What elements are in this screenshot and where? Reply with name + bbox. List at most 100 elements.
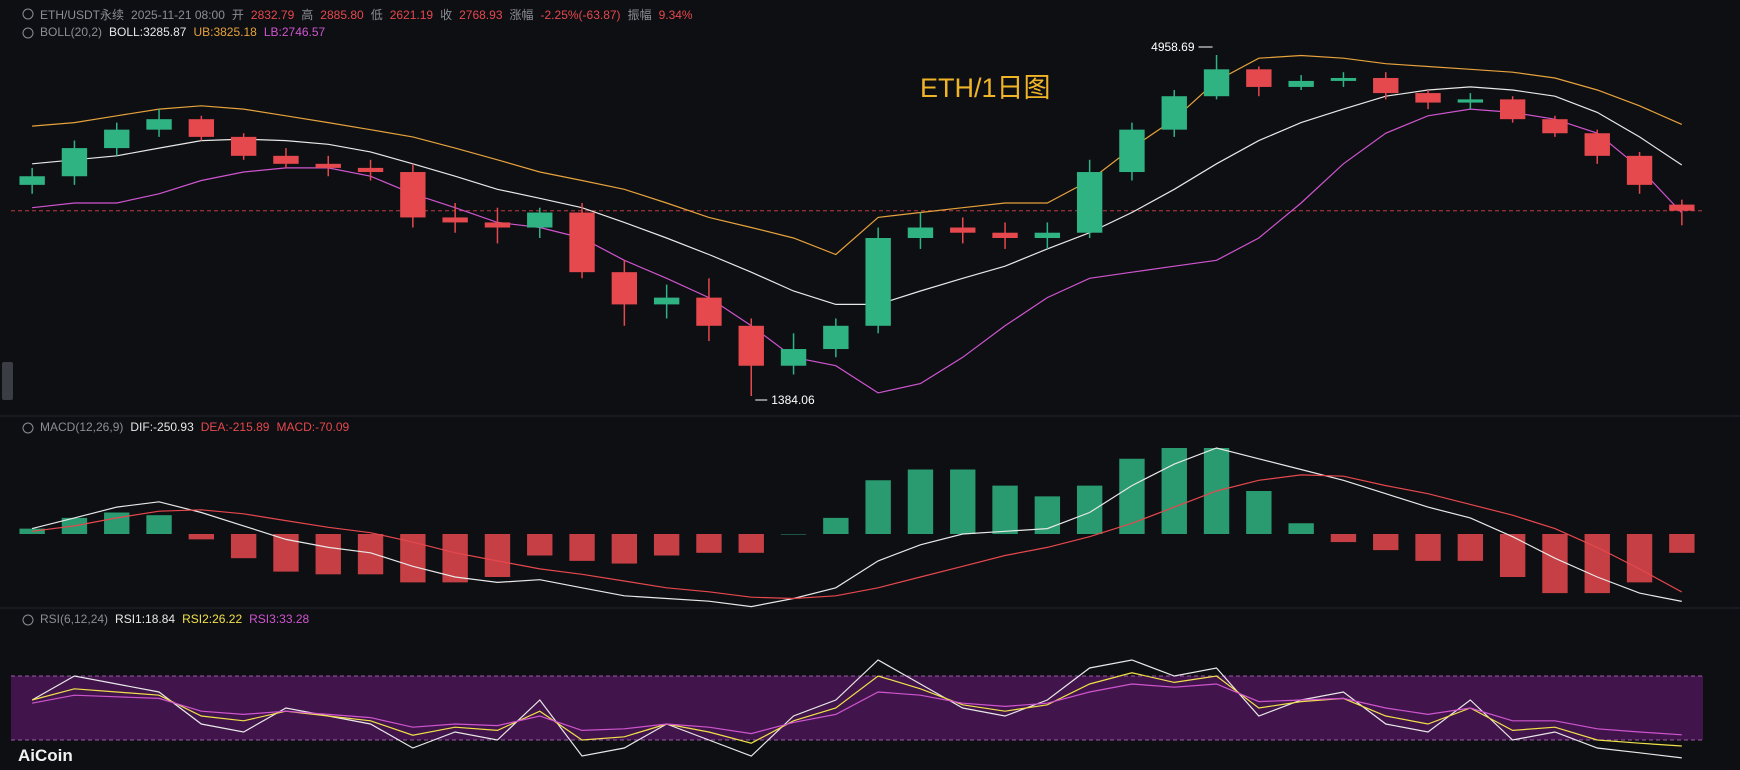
boll-legend: BOLL(20,2) BOLL:3285.87 UB:3825.18 LB:27… [40,25,325,39]
side-toggle[interactable] [2,362,13,400]
candle-body [1542,119,1568,134]
candle-body [1669,204,1695,211]
indicator-name: RSI(6,12,24) [40,612,109,626]
candle-body [357,167,384,173]
marks: 4958.69 1384.06 [11,40,1703,759]
histogram-bar [780,534,807,535]
candle-body [1499,99,1526,120]
histogram-bar [188,534,215,540]
legend-entry: MACD:-70.09 [276,420,350,434]
histogram-bar [400,534,426,583]
candle-body [992,232,1018,239]
candle-body [1161,96,1187,130]
candle-body [61,148,88,177]
candle-body [611,272,638,305]
open-label: 开 [231,8,244,22]
candle-body [104,129,130,149]
candle-body [1373,77,1399,94]
indicator-line [31,447,1682,608]
indicator-line [32,108,1683,394]
candle-body [188,119,215,137]
amplitude-value: 9.34% [658,7,693,22]
histogram-bar [1626,534,1653,583]
candle-body [696,297,722,326]
histogram-bar [1373,534,1399,551]
histogram-bar [1119,458,1145,534]
histogram-bar [823,517,849,534]
histogram-bar [357,534,384,575]
candle-body [907,227,934,239]
histogram-bar [696,534,722,553]
indicator-name: MACD(12,26,9) [40,420,124,434]
rsi-band [11,676,1703,740]
histogram-bar [653,534,680,556]
histogram-bar [1034,496,1061,534]
legend-entry: BOLL:3285.87 [109,25,187,39]
candle-body [865,238,891,326]
histogram-bar [1669,534,1695,553]
histogram-bar [1161,448,1187,534]
candle-body [146,119,172,130]
histogram-bar [273,534,299,572]
histogram-bar [1415,534,1441,561]
candle-body [780,349,807,366]
histogram-bar [1330,534,1357,543]
candle-body [738,325,764,366]
rsi-legend: RSI(6,12,24) RSI1:18.84 RSI2:26.22 RSI3:… [40,612,309,626]
amplitude-label: 振幅 [627,8,652,22]
macd-legend: MACD(12,26,9) DIF:-250.93 DEA:-215.89 MA… [40,420,349,434]
indicator-line [31,659,1682,759]
legend-entry: LB:2746.57 [263,25,326,39]
histogram-bar [1246,491,1272,534]
candle-body [569,212,595,273]
settings-icon[interactable] [22,422,34,434]
histogram-bar [738,534,764,553]
header: ETH/USDT永续 2025-11-21 08:00 开 2832.79 高 … [40,6,693,23]
candle-body [1584,133,1610,156]
time: 2025-11-21 08:00 [131,7,225,22]
candle-body [527,212,553,228]
legend-entry: DEA:-215.89 [200,420,270,434]
legend-entry: RSI2:26.22 [182,612,243,626]
min-label: 1384.06 [771,393,815,407]
low-value: 2621.19 [389,7,434,22]
candle-body [484,222,511,228]
histogram-bar [1499,534,1526,577]
candle-body [1034,232,1061,239]
histogram-bar [1542,534,1568,594]
change-label: 涨幅 [509,8,534,22]
high-label: 高 [301,8,314,22]
candle-body [1626,155,1653,185]
indicator-line [31,672,1682,747]
histogram-bar [569,534,595,561]
candle-body [1457,99,1484,103]
close-value: 2768.93 [459,7,503,22]
symbol: ETH/USDT永续 [40,8,125,22]
histogram-bar [315,534,341,575]
symbol-icon [22,8,34,20]
histogram-bar [611,534,638,564]
candle-body [1288,80,1314,87]
change-value: -2.25%(-63.87) [540,7,621,22]
histogram-bar [950,469,976,534]
indicator-line [32,86,1683,305]
legend-entry: UB:3825.18 [193,25,257,39]
candle-body [1076,172,1103,233]
candle-body [1119,129,1145,173]
candle-body [1203,69,1230,97]
histogram-bar [907,469,934,534]
settings-icon[interactable] [22,27,34,39]
settings-icon[interactable] [22,614,34,626]
legend-entry: RSI1:18.84 [115,612,176,626]
histogram-bar [104,512,130,534]
open-value: 2832.79 [250,7,295,22]
candle-body [1330,77,1357,81]
indicator-name: BOLL(20,2) [40,25,103,39]
histogram-bar [992,485,1018,534]
candle-body [1246,69,1272,87]
indicator-line [31,683,1682,736]
legend-entry: RSI3:33.28 [249,612,310,626]
histogram-bar [146,515,172,534]
